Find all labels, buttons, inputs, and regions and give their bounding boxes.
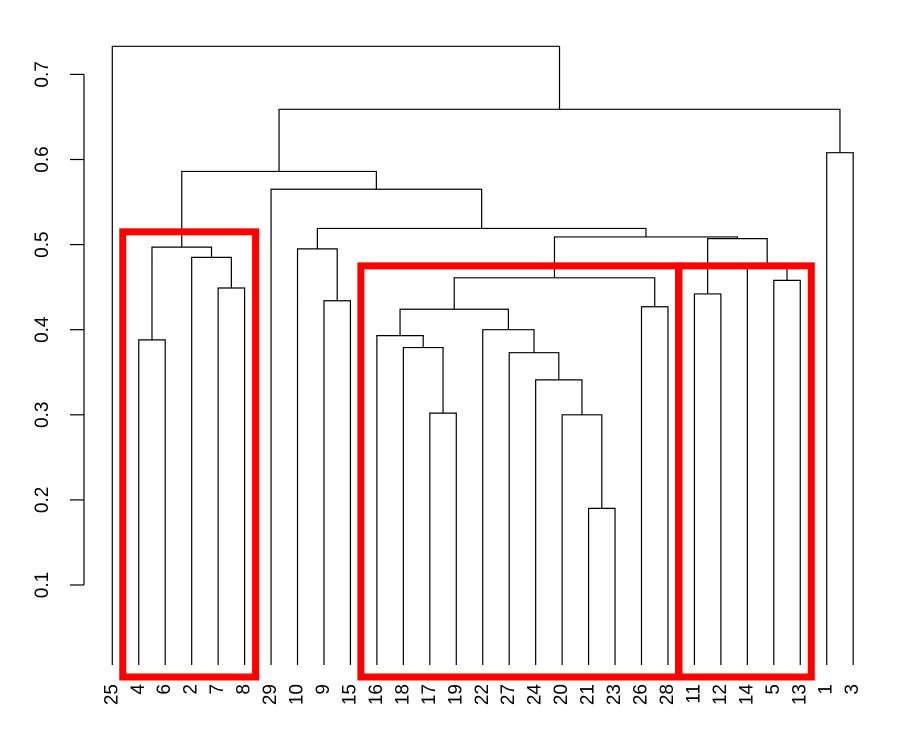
- dendrogram-link: [587, 507, 616, 665]
- leaf-label: 2: [181, 684, 202, 695]
- leaf-label: 16: [366, 684, 387, 705]
- cluster-highlight-boxes: [119, 228, 815, 681]
- leaf-label: 29: [260, 684, 281, 705]
- dendrogram-link: [453, 277, 656, 310]
- leaf-label: 24: [525, 684, 546, 706]
- dendrogram-link: [278, 108, 841, 172]
- leaf-label: 12: [710, 684, 731, 705]
- dendrogram-link: [181, 170, 377, 248]
- leaf-label: 26: [631, 684, 652, 705]
- cluster-highlight-box: [357, 262, 683, 681]
- dendrogram-link: [826, 152, 854, 665]
- leaf-label: 11: [683, 684, 704, 704]
- dendrogram-link: [316, 227, 647, 249]
- dendrogram-link: [773, 279, 801, 665]
- leaf-label: 3: [842, 684, 863, 695]
- dendrogram-link: [535, 379, 583, 665]
- dendrogram-link: [553, 236, 739, 278]
- leaf-label: 22: [472, 684, 493, 705]
- dendrogram-link: [138, 339, 166, 665]
- y-tick-label: 0.5: [32, 231, 53, 257]
- cluster-highlight-box: [674, 262, 815, 681]
- dendrogram-link: [217, 287, 246, 665]
- leaf-label: 9: [313, 684, 334, 695]
- leaf-label: 7: [207, 684, 228, 695]
- dendrogram-link: [151, 246, 213, 340]
- leaf-label: 6: [154, 684, 175, 695]
- leaf-label: 4: [128, 684, 149, 695]
- dendrogram-link: [746, 263, 788, 665]
- dendrogram-link: [111, 45, 561, 665]
- dendrogram-link: [482, 329, 535, 665]
- dendrogram-link: [376, 335, 424, 665]
- y-axis: 0.1 0.2 0.3 0.4 0.5 0.6 0.7: [32, 61, 85, 598]
- y-tick-label: 0.6: [32, 146, 53, 172]
- leaf-label: 1: [816, 684, 837, 695]
- dendrogram-link: [399, 308, 509, 336]
- y-tick-label: 0.7: [32, 61, 53, 87]
- leaf-label: 8: [234, 684, 255, 695]
- leaf-label: 27: [498, 684, 519, 705]
- leaf-label: 5: [763, 684, 784, 695]
- leaf-label: 20: [551, 684, 572, 705]
- y-tick-label: 0.3: [32, 402, 53, 428]
- dendrogram-link: [640, 306, 669, 665]
- y-tick-label: 0.2: [32, 487, 53, 513]
- leaf-label: 25: [101, 684, 122, 705]
- leaf-label: 19: [445, 684, 466, 705]
- dendrogram-link: [323, 300, 352, 665]
- dendrogram-link: [508, 352, 560, 665]
- y-tick-label: 0.1: [32, 572, 53, 598]
- cluster-highlight-box: [119, 228, 260, 681]
- leaf-label: 17: [419, 684, 440, 705]
- dendrogram-link: [402, 346, 444, 665]
- dendrogram-link: [296, 248, 338, 665]
- dendrogram-link: [191, 256, 232, 665]
- leaf-label: 10: [287, 684, 308, 705]
- dendrogram-links: [111, 45, 854, 665]
- dendrogram-link: [561, 414, 603, 665]
- dendrogram-link: [429, 412, 457, 665]
- leaf-label: 21: [578, 684, 599, 705]
- leaf-labels: 25 4 6 2 7 8 29 10 9 15 16 18 17 19 22 27 24 20 21 23 26 28 11…: [101, 684, 863, 706]
- leaf-label: 28: [657, 684, 678, 705]
- leaf-label: 14: [736, 684, 757, 706]
- dendrogram-link: [693, 293, 722, 665]
- leaf-label: 13: [789, 684, 810, 705]
- leaf-label: 15: [339, 684, 360, 705]
- y-tick-label: 0.4: [32, 316, 53, 343]
- leaf-label: 18: [392, 684, 413, 705]
- leaf-label: 23: [604, 684, 625, 705]
